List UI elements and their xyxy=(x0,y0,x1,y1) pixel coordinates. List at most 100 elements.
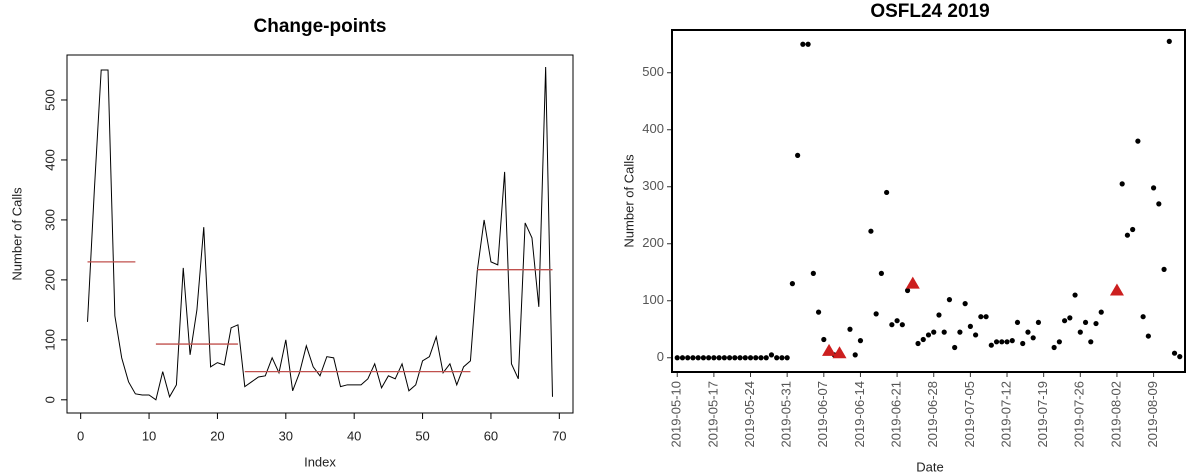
point xyxy=(1009,338,1015,344)
point xyxy=(789,281,795,287)
point xyxy=(878,270,884,276)
x-tick-label: 2019-08-02 xyxy=(1108,381,1123,448)
x-tick-label: 2019-06-28 xyxy=(925,381,940,448)
point xyxy=(679,355,686,361)
point xyxy=(821,336,827,343)
x-tick-label: 0 xyxy=(77,428,84,443)
x-tick-label: 2019-06-07 xyxy=(815,381,830,448)
y-tick-label: 300 xyxy=(642,178,664,193)
point xyxy=(1135,138,1141,144)
point xyxy=(1130,226,1136,233)
x-tick-label: 70 xyxy=(552,428,566,443)
point xyxy=(779,355,785,361)
point xyxy=(805,41,811,47)
point xyxy=(915,340,921,347)
point xyxy=(884,189,890,196)
y-tick-label: 100 xyxy=(642,292,664,307)
x-tick-label: 2019-06-14 xyxy=(852,381,867,448)
point xyxy=(1062,318,1068,324)
point xyxy=(1072,292,1078,298)
point xyxy=(815,309,822,315)
point xyxy=(904,287,911,294)
point xyxy=(1166,38,1172,45)
x-tick-label: 2019-07-12 xyxy=(998,381,1013,448)
x-tick-label: 2019-05-17 xyxy=(705,381,720,448)
point xyxy=(1088,339,1094,345)
point xyxy=(1145,333,1151,339)
x-tick-label: 2019-07-19 xyxy=(1035,381,1050,448)
point xyxy=(1051,344,1057,351)
point xyxy=(1098,309,1104,315)
point xyxy=(810,270,816,276)
point xyxy=(1140,314,1146,320)
x-axis-label: Date xyxy=(916,459,943,474)
point xyxy=(726,355,733,361)
x-tick-label: 2019-05-24 xyxy=(742,381,757,448)
point xyxy=(946,297,953,303)
chart-title: OSFL24 2019 xyxy=(870,1,989,22)
point xyxy=(847,326,853,332)
point xyxy=(1056,339,1062,345)
x-tick-label: 30 xyxy=(279,428,293,443)
point xyxy=(1119,181,1125,187)
point xyxy=(920,336,926,343)
point xyxy=(962,301,968,307)
point xyxy=(1082,319,1089,326)
x-tick-label: 40 xyxy=(347,428,361,443)
point xyxy=(732,355,738,361)
point xyxy=(894,318,900,324)
y-tick-label: 0 xyxy=(42,396,57,403)
x-axis-label: Index xyxy=(304,454,336,469)
point xyxy=(1177,354,1183,360)
y-tick-label: 0 xyxy=(657,349,664,364)
point xyxy=(973,332,979,338)
point xyxy=(1004,339,1010,345)
point xyxy=(747,355,754,361)
x-tick-label: 2019-08-09 xyxy=(1145,381,1160,448)
point xyxy=(784,355,790,361)
x-tick-label: 2019-06-21 xyxy=(889,381,904,448)
point xyxy=(1077,329,1083,335)
point xyxy=(763,355,769,361)
point xyxy=(1156,201,1162,207)
y-tick-label: 100 xyxy=(42,329,57,351)
point xyxy=(1171,350,1178,356)
point xyxy=(742,355,748,361)
point xyxy=(852,352,858,358)
x-tick-label: 20 xyxy=(210,428,224,443)
point xyxy=(873,311,879,317)
y-axis-label: Number of Calls xyxy=(621,154,636,248)
point xyxy=(857,338,864,344)
point xyxy=(695,355,701,361)
point xyxy=(1161,266,1167,272)
point xyxy=(1025,329,1031,335)
triangle-point xyxy=(905,276,920,289)
point xyxy=(795,152,801,158)
point xyxy=(931,329,937,335)
point xyxy=(1124,232,1131,238)
point xyxy=(706,355,712,361)
point xyxy=(957,329,963,335)
y-tick-label: 500 xyxy=(42,89,57,111)
x-tick-label: 50 xyxy=(415,428,429,443)
y-tick-label: 400 xyxy=(42,149,57,171)
triangle-point xyxy=(822,343,837,356)
point xyxy=(800,41,806,47)
x-tick-label: 2019-05-10 xyxy=(669,381,684,448)
point xyxy=(899,322,905,328)
point xyxy=(1150,185,1157,191)
data-line xyxy=(87,66,553,401)
chart-title: Change-points xyxy=(254,16,387,37)
point xyxy=(685,355,691,361)
point xyxy=(1035,319,1042,326)
point xyxy=(674,355,680,361)
point xyxy=(988,342,994,348)
point xyxy=(952,344,958,351)
point xyxy=(768,352,775,358)
point xyxy=(737,355,743,361)
point xyxy=(941,329,947,335)
point xyxy=(700,355,707,361)
y-tick-label: 500 xyxy=(642,64,664,79)
x-tick-label: 60 xyxy=(484,428,498,443)
